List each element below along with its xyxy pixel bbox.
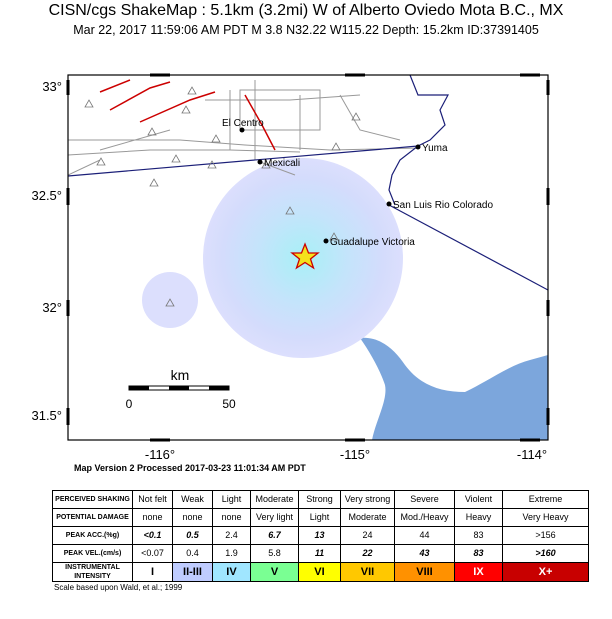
legend-cell: none [132,508,173,527]
ocean [360,337,548,440]
lon-label: -116° [145,447,175,462]
lon-label: -114° [517,447,547,462]
legend-cell: Extreme [502,490,589,509]
subtitle: Mar 22, 2017 11:59:06 AM PDT M 3.8 N32.2… [73,23,539,37]
place-label: Yuma [422,143,448,154]
legend-cell: Weak [172,490,213,509]
legend-cell: VI [298,562,341,582]
scale-bar [209,386,229,390]
legend-row: PEAK ACC.(%g) <0.1 0.5 2.4 6.7 13 24 44 83 >156 [52,526,589,545]
legend-cell: <0.1 [132,526,173,545]
legend-row: PERCEIVED SHAKING Not felt Weak Light Modera… [52,490,589,509]
place-label: San Luis Rio Colorado [393,200,493,211]
legend-row-label: PERCEIVED SHAKING [52,490,133,509]
legend-cell: Moderate [340,508,395,527]
legend-cell: <0.07 [132,544,173,563]
border [388,204,548,291]
frame-ticks [66,73,550,442]
legend-cell: Mod./Heavy [394,508,455,527]
legend-cell: Light [212,490,251,509]
legend-cell: 83 [454,526,503,545]
legend-row-label: INSTRUMENTAL INTENSITY [52,562,133,582]
place-dot [257,159,263,165]
scale-unit: km [171,367,190,383]
place-label: El Centro [222,118,264,129]
legend-cell: 0.4 [172,544,213,563]
legend-cell: VII [340,562,395,582]
legend-cell: Very Heavy [502,508,589,527]
legend-row: INSTRUMENTAL INTENSITY I II-III IV V VI VII VII… [52,562,589,582]
legend-cell: V [250,562,299,582]
place-label: Guadalupe Victoria [330,237,415,248]
place-label: Mexicali [264,158,300,169]
intensity-area [142,272,198,328]
legend-cell: VIII [394,562,455,582]
legend-cell: Very strong [340,490,395,509]
stations [84,86,361,307]
place-dot [239,127,245,133]
lat-label: 32.5° [31,188,62,203]
legend-cell: Severe [394,490,455,509]
epicenter [290,242,320,270]
place-dot [415,144,421,150]
legend-cell: IV [212,562,251,582]
legend-row: PEAK VEL.(cm/s) <0.07 0.4 1.9 5.8 11 22 43 83 >16… [52,544,589,563]
intensity-legend: PERCEIVED SHAKING Not felt Weak Light Modera… [52,490,589,582]
legend-row-label: POTENTIAL DAMAGE [52,508,133,527]
scale-label: 0 [126,397,133,411]
legend-cell: X+ [502,562,589,582]
faults [99,79,276,151]
legend-cell: 24 [340,526,395,545]
legend-note: Scale based upon Wald, et al.; 1999 [54,583,183,592]
legend-cell: 43 [394,544,455,563]
legend-cell: Very light [250,508,299,527]
legend-cell: 2.4 [212,526,251,545]
map-frame [67,74,549,441]
border [68,145,419,177]
legend-cell: >156 [502,526,589,545]
scale-bar [169,386,189,390]
legend-row-label: PEAK ACC.(%g) [52,526,133,545]
legend-cell: II-III [172,562,213,582]
legend-cell: 44 [394,526,455,545]
lon-label: -115° [340,447,370,462]
scale-label: 50 [222,397,236,411]
legend-cell: Not felt [132,490,173,509]
processed-note: Map Version 2 Processed 2017-03-23 11:01… [74,463,306,473]
place-dot [323,238,329,244]
legend-cell: 13 [298,526,341,545]
legend-cell: Moderate [250,490,299,509]
border [388,75,449,206]
legend-row: POTENTIAL DAMAGE none none none Very light Li… [52,508,589,527]
legend-cell: I [132,562,173,582]
legend-cell: 83 [454,544,503,563]
legend-cell: 5.8 [250,544,299,563]
roads [68,80,421,176]
place-dot [386,201,392,207]
legend-cell: 0.5 [172,526,213,545]
map: El Centro Mexicali Yuma San Luis Rio Col… [31,73,550,462]
legend-cell: Heavy [454,508,503,527]
scale-bar [129,386,149,390]
legend-cell: Strong [298,490,341,509]
legend-cell: IX [454,562,503,582]
legend-cell: 1.9 [212,544,251,563]
lat-label: 31.5° [31,408,62,423]
lat-label: 33° [42,79,62,94]
legend-cell: Violent [454,490,503,509]
legend-cell: none [172,508,213,527]
legend-cell: 6.7 [250,526,299,545]
legend-cell: >160 [502,544,589,563]
legend-row-label: PEAK VEL.(cm/s) [52,544,133,563]
lat-label: 32° [42,300,62,315]
legend-cell: none [212,508,251,527]
legend-cell: Light [298,508,341,527]
legend-cell: 22 [340,544,395,563]
title: CISN/cgs ShakeMap : 5.1km (3.2mi) W of A… [48,2,564,19]
legend-cell: 11 [298,544,341,563]
